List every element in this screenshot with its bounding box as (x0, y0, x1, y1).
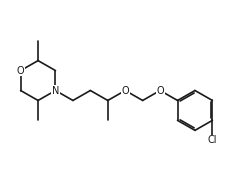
Text: N: N (52, 85, 59, 96)
Text: O: O (156, 85, 164, 96)
Text: O: O (17, 66, 25, 76)
Text: O: O (121, 85, 129, 96)
Text: Cl: Cl (208, 135, 217, 145)
